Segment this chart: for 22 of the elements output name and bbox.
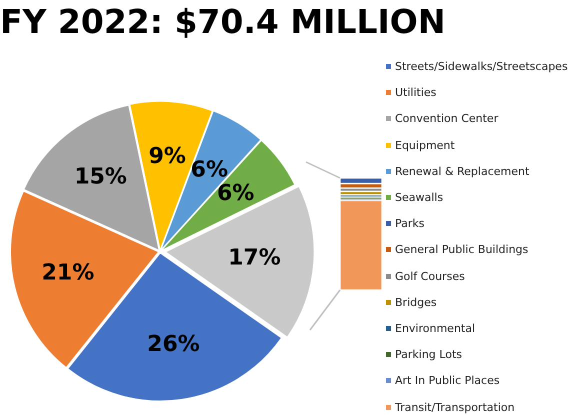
- legend-label: Renewal & Replacement: [395, 164, 530, 178]
- legend-label: Convention Center: [395, 112, 498, 126]
- data-label: 17%: [228, 245, 281, 270]
- data-label: 6%: [190, 157, 228, 182]
- legend-label: Streets/Sidewalks/Streetscapes: [395, 60, 568, 73]
- legend-label: Equipment: [395, 138, 455, 152]
- legend-label: Art In Public Places: [395, 374, 500, 388]
- legend-label: Seawalls: [395, 191, 444, 204]
- legend-label: Parks: [395, 217, 425, 230]
- legend-label: Transit/Transportation: [395, 400, 515, 414]
- chart-title: FY 2022: $70.4 MILLION: [0, 2, 446, 41]
- data-label: 21%: [42, 260, 94, 286]
- data-label: 15%: [74, 164, 127, 190]
- legend-label: General Public Buildings: [395, 243, 528, 256]
- data-label: 26%: [147, 332, 200, 357]
- data-label: 6%: [216, 181, 254, 206]
- legend-label: Parking Lots: [395, 348, 462, 362]
- legend-label: Environmental: [395, 322, 476, 335]
- legend-label: Utilities: [395, 86, 436, 100]
- legend-label: Bridges: [395, 296, 437, 309]
- data-label: 9%: [148, 144, 186, 169]
- legend-label: Golf Courses: [395, 270, 465, 283]
